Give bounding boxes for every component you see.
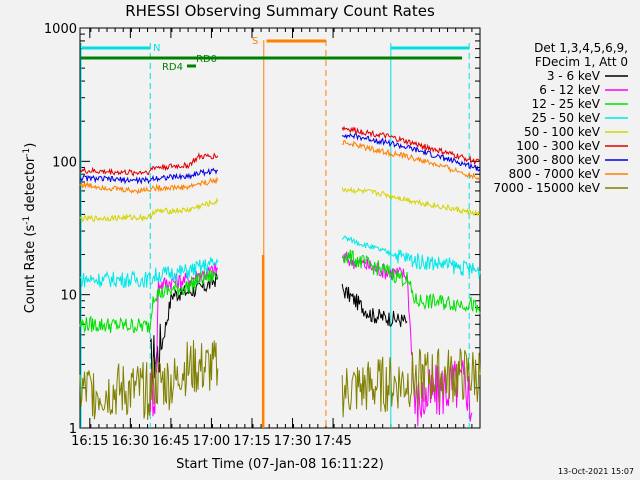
series-25-50-keV bbox=[79, 235, 481, 289]
y-tick-label: 1 bbox=[69, 422, 77, 437]
series-line bbox=[149, 263, 219, 417]
legend-label: 800 - 7000 keV bbox=[509, 167, 601, 181]
generated-timestamp: 13-Oct-2021 15:07 bbox=[558, 467, 634, 476]
series-line bbox=[79, 197, 219, 223]
y-tick-label: 1000 bbox=[44, 22, 77, 37]
series-line bbox=[341, 348, 481, 418]
x-tick-label: 17:45 bbox=[314, 434, 351, 449]
series-line bbox=[79, 152, 219, 177]
series-800-7000-keV bbox=[79, 140, 481, 195]
series-300-800-keV bbox=[79, 132, 481, 185]
chart-title: RHESSI Observing Summary Count Rates bbox=[125, 2, 435, 20]
legend-label: 6 - 12 keV bbox=[539, 83, 601, 97]
series-line bbox=[341, 186, 481, 218]
rd4-flag-label: RD4 bbox=[162, 62, 183, 73]
x-tick-label: 16:15 bbox=[71, 434, 108, 449]
x-tick-label: 17:30 bbox=[274, 434, 311, 449]
series-line bbox=[341, 235, 481, 279]
series-line bbox=[79, 176, 219, 195]
series-line bbox=[149, 271, 219, 387]
legend-label: 100 - 300 keV bbox=[516, 139, 600, 153]
series-50-100-keV bbox=[79, 186, 481, 223]
legend-header: FDecim 1, Att 0 bbox=[535, 55, 628, 69]
series-line bbox=[79, 257, 219, 289]
legend-label: 7000 - 15000 keV bbox=[493, 181, 600, 195]
series-line bbox=[79, 340, 219, 420]
legend-label: 25 - 50 keV bbox=[532, 111, 601, 125]
series-12-25-keV bbox=[79, 249, 481, 334]
series-line bbox=[342, 140, 481, 181]
plot-frame bbox=[79, 27, 481, 429]
legend-header: Det 1,3,4,5,6,9, bbox=[534, 41, 628, 55]
y-tick-label: 100 bbox=[52, 155, 77, 170]
night-flag-label: N bbox=[153, 43, 160, 54]
legend-label: 300 - 800 keV bbox=[516, 153, 600, 167]
series-line bbox=[341, 125, 481, 166]
saa-edge-bar bbox=[261, 255, 265, 428]
y-tick-label: 10 bbox=[60, 289, 77, 304]
series-7000-15000-keV bbox=[79, 340, 481, 420]
legend-label: 50 - 100 keV bbox=[524, 125, 601, 139]
series-line bbox=[79, 167, 219, 185]
saa-flag-label: S bbox=[252, 36, 258, 47]
x-tick-label: 17:15 bbox=[233, 434, 270, 449]
legend-label: 3 - 6 keV bbox=[547, 69, 601, 83]
series-line bbox=[342, 249, 481, 314]
x-tick-label: 16:45 bbox=[152, 434, 189, 449]
y-axis-label: Count Rate (s-1 detector-1) bbox=[22, 143, 38, 314]
x-axis-label: Start Time (07-Jan-08 16:11:22) bbox=[176, 457, 384, 472]
legend-label: 12 - 25 keV bbox=[532, 97, 601, 111]
series-100-300-keV bbox=[79, 125, 481, 177]
series-line bbox=[341, 283, 408, 328]
series-line bbox=[79, 270, 219, 334]
x-tick-label: 16:30 bbox=[112, 434, 149, 449]
x-tick-label: 17:00 bbox=[193, 434, 230, 449]
rd0-flag-label: RD0 bbox=[196, 54, 217, 65]
series-line bbox=[341, 132, 481, 172]
series-3-6-keV bbox=[149, 271, 408, 387]
